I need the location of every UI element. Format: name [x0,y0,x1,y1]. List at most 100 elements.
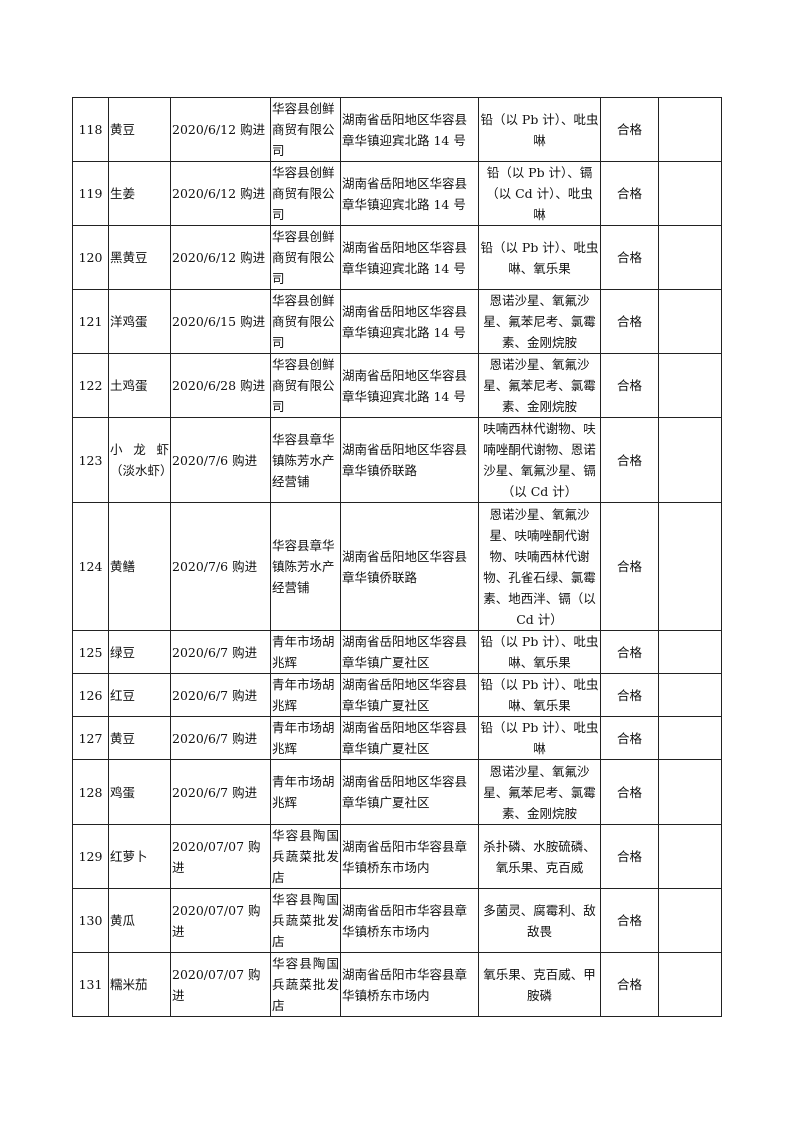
result-cell: 合格 [600,353,659,418]
food-name-cell: 小龙虾（淡水虾） [108,417,171,503]
food-name-cell: 黑黄豆 [108,225,171,290]
supplier-name-cell: 华容县陶国兵蔬菜批发店 [270,952,341,1017]
supplier-address-cell: 湖南省岳阳市华容县章华镇桥东市场内 [340,888,479,953]
supplier-address-cell: 湖南省岳阳市华容县章华镇桥东市场内 [340,952,479,1017]
purchase-date-cell: 2020/6/28 购进 [170,353,271,418]
supplier-address-cell: 湖南省岳阳地区华容县章华镇迎宾北路 14 号 [340,289,479,354]
result-cell: 合格 [600,888,659,953]
supplier-name-cell: 华容县陶国兵蔬菜批发店 [270,888,341,953]
row-number-cell: 121 [72,289,109,354]
row-number-cell: 120 [72,225,109,290]
purchase-date-cell: 2020/07/07 购进 [170,888,271,953]
row-number-cell: 119 [72,161,109,226]
result-cell: 合格 [600,417,659,503]
remarks-cell [658,225,722,290]
row-number-cell: 126 [72,673,109,717]
test-items-cell: 恩诺沙星、氧氟沙星、呋喃唑酮代谢物、呋喃西林代谢物、孔雀石绿、氯霉素、地西泮、镉… [478,502,601,631]
result-cell: 合格 [600,630,659,674]
purchase-date-cell: 2020/6/12 购进 [170,225,271,290]
food-name-cell: 黄豆 [108,97,171,162]
test-items-cell: 多菌灵、腐霉利、敌敌畏 [478,888,601,953]
result-cell: 合格 [600,502,659,631]
table-row: 127 黄豆 2020/6/7 购进 青年市场胡兆辉 湖南省岳阳地区华容县章华镇广夏社区… [72,716,722,760]
row-number-cell: 127 [72,716,109,760]
food-name-cell: 红豆 [108,673,171,717]
purchase-date-cell: 2020/6/7 购进 [170,673,271,717]
test-items-cell: 铅（以 Pb 计）、吡虫啉、氧乐果 [478,673,601,717]
test-items-cell: 恩诺沙星、氧氟沙星、氟苯尼考、氯霉素、金刚烷胺 [478,289,601,354]
remarks-cell [658,97,722,162]
inspection-results-table: 118 黄豆 2020/6/12 购进 华容县创鲜商贸有限公司 湖南省岳阳地区华容县章华… [72,97,722,1017]
purchase-date-cell: 2020/7/6 购进 [170,417,271,503]
supplier-address-cell: 湖南省岳阳地区华容县章华镇广夏社区 [340,759,479,825]
result-cell: 合格 [600,673,659,717]
supplier-name-cell: 华容县创鲜商贸有限公司 [270,353,341,418]
table-row: 131 糯米茄 2020/07/07 购进 华容县陶国兵蔬菜批发店 湖南省岳阳市华容县章… [72,952,722,1017]
test-items-cell: 氧乐果、克百威、甲胺磷 [478,952,601,1017]
supplier-address-cell: 湖南省岳阳地区华容县章华镇广夏社区 [340,673,479,717]
row-number-cell: 122 [72,353,109,418]
supplier-name-cell: 青年市场胡兆辉 [270,673,341,717]
food-name-cell: 糯米茄 [108,952,171,1017]
food-name-cell: 生姜 [108,161,171,226]
remarks-cell [658,630,722,674]
result-cell: 合格 [600,161,659,226]
supplier-address-cell: 湖南省岳阳地区华容县章华镇迎宾北路 14 号 [340,353,479,418]
result-cell: 合格 [600,225,659,290]
row-number-cell: 125 [72,630,109,674]
remarks-cell [658,353,722,418]
remarks-cell [658,417,722,503]
test-items-cell: 铅（以 Pb 计）、吡虫啉、氧乐果 [478,225,601,290]
table-row: 119 生姜 2020/6/12 购进 华容县创鲜商贸有限公司 湖南省岳阳地区华容县章华… [72,161,722,226]
remarks-cell [658,888,722,953]
purchase-date-cell: 2020/7/6 购进 [170,502,271,631]
remarks-cell [658,952,722,1017]
supplier-name-cell: 青年市场胡兆辉 [270,716,341,760]
supplier-address-cell: 湖南省岳阳地区华容县章华镇广夏社区 [340,630,479,674]
table-row: 120 黑黄豆 2020/6/12 购进 华容县创鲜商贸有限公司 湖南省岳阳地区华容县章… [72,225,722,290]
row-number-cell: 118 [72,97,109,162]
supplier-name-cell: 华容县章华镇陈芳水产经营铺 [270,417,341,503]
result-cell: 合格 [600,759,659,825]
remarks-cell [658,824,722,889]
result-cell: 合格 [600,716,659,760]
row-number-cell: 124 [72,502,109,631]
food-name-cell: 土鸡蛋 [108,353,171,418]
supplier-name-cell: 华容县创鲜商贸有限公司 [270,97,341,162]
supplier-address-cell: 湖南省岳阳地区华容县章华镇广夏社区 [340,716,479,760]
purchase-date-cell: 2020/6/7 购进 [170,759,271,825]
supplier-address-cell: 湖南省岳阳地区华容县章华镇侨联路 [340,502,479,631]
supplier-address-cell: 湖南省岳阳市华容县章华镇桥东市场内 [340,824,479,889]
test-items-cell: 恩诺沙星、氧氟沙星、氟苯尼考、氯霉素、金刚烷胺 [478,759,601,825]
result-cell: 合格 [600,289,659,354]
supplier-address-cell: 湖南省岳阳地区华容县章华镇侨联路 [340,417,479,503]
test-items-cell: 铅（以 Pb 计）、镉（以 Cd 计）、吡虫啉 [478,161,601,226]
table-row: 129 红萝卜 2020/07/07 购进 华容县陶国兵蔬菜批发店 湖南省岳阳市华容县章… [72,824,722,889]
table-row: 121 洋鸡蛋 2020/6/15 购进 华容县创鲜商贸有限公司 湖南省岳阳地区华容县章… [72,289,722,354]
row-number-cell: 131 [72,952,109,1017]
test-items-cell: 铅（以 Pb 计）、吡虫啉、氧乐果 [478,630,601,674]
test-items-cell: 铅（以 Pb 计）、吡虫啉 [478,97,601,162]
supplier-name-cell: 华容县创鲜商贸有限公司 [270,161,341,226]
purchase-date-cell: 2020/6/15 购进 [170,289,271,354]
table-row: 126 红豆 2020/6/7 购进 青年市场胡兆辉 湖南省岳阳地区华容县章华镇广夏社区… [72,673,722,717]
table-row: 124 黄鳝 2020/7/6 购进 华容县章华镇陈芳水产经营铺 湖南省岳阳地区华容县章… [72,502,722,631]
supplier-name-cell: 华容县陶国兵蔬菜批发店 [270,824,341,889]
purchase-date-cell: 2020/07/07 购进 [170,952,271,1017]
supplier-address-cell: 湖南省岳阳地区华容县章华镇迎宾北路 14 号 [340,97,479,162]
food-name-cell: 洋鸡蛋 [108,289,171,354]
supplier-address-cell: 湖南省岳阳地区华容县章华镇迎宾北路 14 号 [340,225,479,290]
remarks-cell [658,161,722,226]
supplier-name-cell: 华容县创鲜商贸有限公司 [270,289,341,354]
supplier-name-cell: 青年市场胡兆辉 [270,630,341,674]
result-cell: 合格 [600,97,659,162]
supplier-name-cell: 华容县创鲜商贸有限公司 [270,225,341,290]
table-row: 122 土鸡蛋 2020/6/28 购进 华容县创鲜商贸有限公司 湖南省岳阳地区华容县章… [72,353,722,418]
test-items-cell: 呋喃西林代谢物、呋喃唑酮代谢物、恩诺沙星、氧氟沙星、镉（以 Cd 计） [478,417,601,503]
supplier-name-cell: 华容县章华镇陈芳水产经营铺 [270,502,341,631]
supplier-address-cell: 湖南省岳阳地区华容县章华镇迎宾北路 14 号 [340,161,479,226]
table-row: 128 鸡蛋 2020/6/7 购进 青年市场胡兆辉 湖南省岳阳地区华容县章华镇广夏社区… [72,759,722,825]
remarks-cell [658,289,722,354]
table-row: 123 小龙虾（淡水虾） 2020/7/6 购进 华容县章华镇陈芳水产经营铺 湖南省岳阳… [72,417,722,503]
remarks-cell [658,502,722,631]
